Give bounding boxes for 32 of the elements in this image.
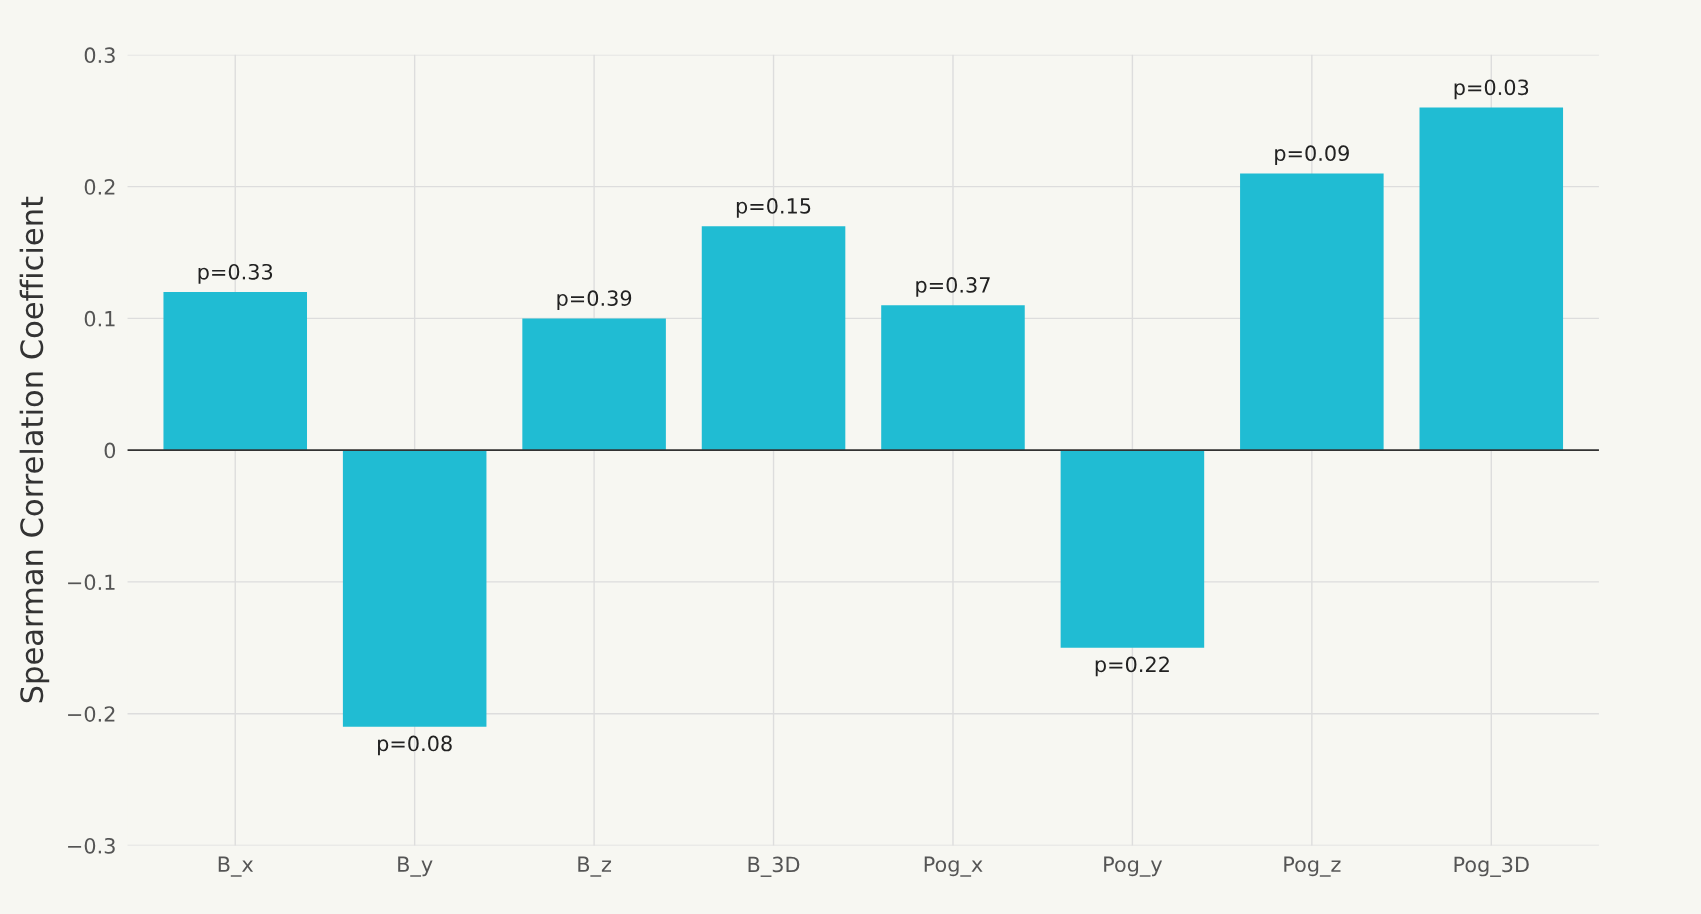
y-tick-label: 0.1 bbox=[84, 310, 115, 327]
y-axis-title: Spearman Correlation Coefficient bbox=[19, 196, 50, 703]
bar bbox=[522, 318, 666, 451]
annotation: p=0.33 bbox=[198, 263, 273, 284]
x-tick-label: Pog_3D bbox=[1454, 856, 1529, 877]
x-tick-label: Pog_z bbox=[1284, 856, 1341, 877]
annotation: p=0.39 bbox=[557, 290, 632, 311]
y-tick-label: −0.2 bbox=[68, 706, 115, 722]
y-tick-label: 0 bbox=[104, 442, 116, 459]
y-tick-label: 0.2 bbox=[84, 179, 115, 195]
x-tick-label: B_z bbox=[578, 856, 612, 877]
y-tick-label: −0.3 bbox=[68, 837, 115, 854]
bar bbox=[342, 450, 487, 727]
y-tick-label: 0.3 bbox=[84, 47, 115, 64]
annotation: p=0.09 bbox=[1275, 145, 1349, 166]
x-tick-label: B_x bbox=[218, 856, 254, 877]
bar bbox=[881, 305, 1025, 451]
annotation: p=0.22 bbox=[1095, 656, 1169, 677]
annotation: p=0.08 bbox=[378, 735, 452, 756]
x-tick-label: Pog_y bbox=[1104, 856, 1163, 877]
x-tick-label: B_3D bbox=[748, 856, 800, 877]
bar bbox=[701, 226, 846, 451]
x-tick-label: Pog_x bbox=[924, 856, 983, 877]
x-tick-label: B_y bbox=[398, 856, 433, 877]
annotation: p=0.37 bbox=[916, 277, 990, 297]
bar bbox=[1419, 107, 1564, 451]
bar bbox=[1240, 173, 1384, 451]
y-tick-label: −0.1 bbox=[68, 574, 115, 591]
bar bbox=[163, 292, 308, 451]
annotation: p=0.03 bbox=[1454, 79, 1529, 100]
annotation: p=0.15 bbox=[736, 198, 811, 218]
bar bbox=[1060, 450, 1205, 648]
